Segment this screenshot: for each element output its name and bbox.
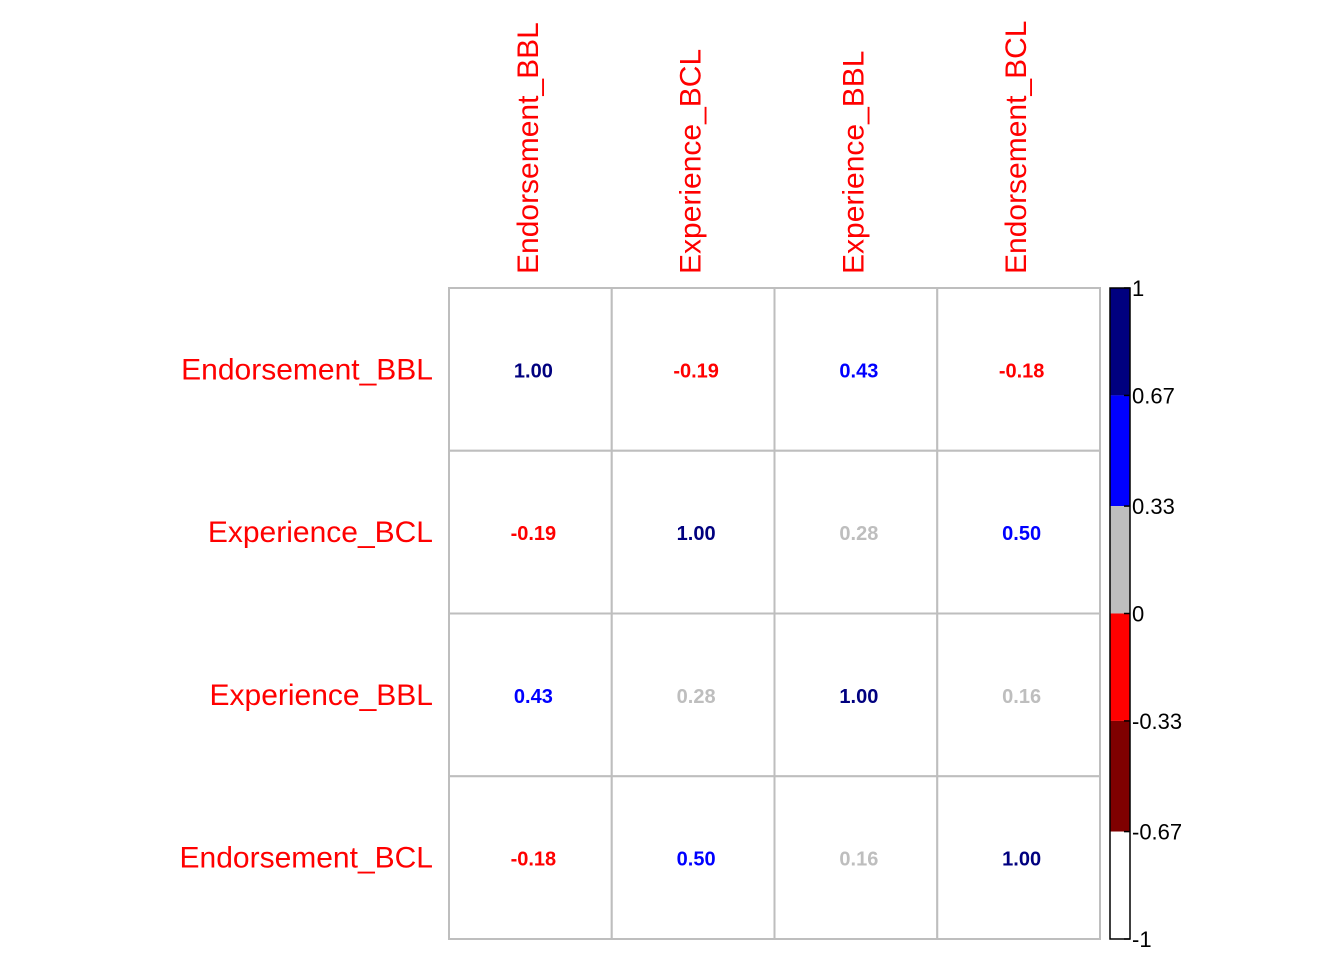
- row-labels: Endorsement_BBL Experience_BCL Experience_…: [180, 353, 433, 874]
- correlation-grid: 1.00 -0.19 0.43 -0.18 -0.19 1.00 0.28 0.50 0.43 0…: [448, 287, 1101, 940]
- matrix-cell: [936, 775, 1101, 940]
- matrix-cell: [610, 287, 776, 452]
- color-legend-tick-label: -1: [1132, 927, 1152, 952]
- cell-value-label: 0.50: [1002, 523, 1041, 545]
- color-legend-tick-label: -0.33: [1132, 709, 1182, 734]
- cell-value-label: -0.19: [511, 523, 557, 545]
- matrix-cell: [936, 612, 1101, 778]
- color-legend-bin: [1110, 395, 1130, 507]
- cell-value-label: 0.28: [839, 523, 878, 545]
- column-labels: Endorsement_BBL Experience_BCL Experience_…: [512, 21, 1033, 274]
- color-legend: 1 0.67 0.33 0 -0.33 -0.67 -1: [1109, 276, 1182, 952]
- cell-value-label: 0.28: [677, 686, 716, 708]
- color-legend-tick-label: 0.33: [1132, 494, 1175, 519]
- cell-value-label: 0.43: [839, 360, 878, 382]
- matrix-cell: [936, 287, 1101, 452]
- row-label: Endorsement_BBL: [181, 353, 433, 386]
- cell-value-label: 0.50: [677, 849, 716, 871]
- cell-value-label: 0.43: [514, 686, 553, 708]
- column-label: Experience_BCL: [675, 49, 708, 274]
- cell-value-label: 1.00: [1002, 849, 1041, 871]
- matrix-cell: [610, 775, 776, 940]
- matrix-cell: [773, 287, 939, 452]
- matrix-cell: [448, 287, 613, 452]
- color-legend-bin: [1110, 288, 1130, 396]
- cell-value-label: -0.19: [673, 360, 719, 382]
- cell-value-label: 0.16: [1002, 686, 1041, 708]
- column-label: Endorsement_BCL: [1000, 21, 1033, 274]
- color-legend-bin: [1110, 831, 1130, 939]
- cell-value-label: 1.00: [514, 360, 553, 382]
- color-legend-tick-label: 0: [1132, 602, 1144, 627]
- column-label: Endorsement_BBL: [512, 22, 545, 274]
- cell-value-label: 1.00: [677, 523, 716, 545]
- cell-value-label: -0.18: [999, 360, 1045, 382]
- color-legend-tick-label: 0.67: [1132, 383, 1175, 408]
- matrix-cell: [610, 612, 776, 778]
- cell-value-label: -0.18: [511, 849, 557, 871]
- row-label: Experience_BBL: [210, 679, 433, 712]
- row-label: Endorsement_BCL: [180, 842, 433, 875]
- cell-value-label: 1.00: [839, 686, 878, 708]
- matrix-cell: [936, 449, 1101, 615]
- row-label: Experience_BCL: [208, 516, 433, 549]
- color-legend-bin: [1110, 506, 1130, 614]
- color-legend-tick-label: 1: [1132, 276, 1144, 301]
- matrix-cell: [448, 775, 613, 940]
- cell-value-label: 0.16: [839, 849, 878, 871]
- matrix-cell: [448, 449, 613, 615]
- column-label: Experience_BBL: [837, 51, 870, 274]
- color-legend-bin: [1110, 720, 1130, 832]
- color-legend-bin: [1110, 613, 1130, 721]
- matrix-cell: [610, 449, 776, 615]
- color-legend-tick-label: -0.67: [1132, 820, 1182, 845]
